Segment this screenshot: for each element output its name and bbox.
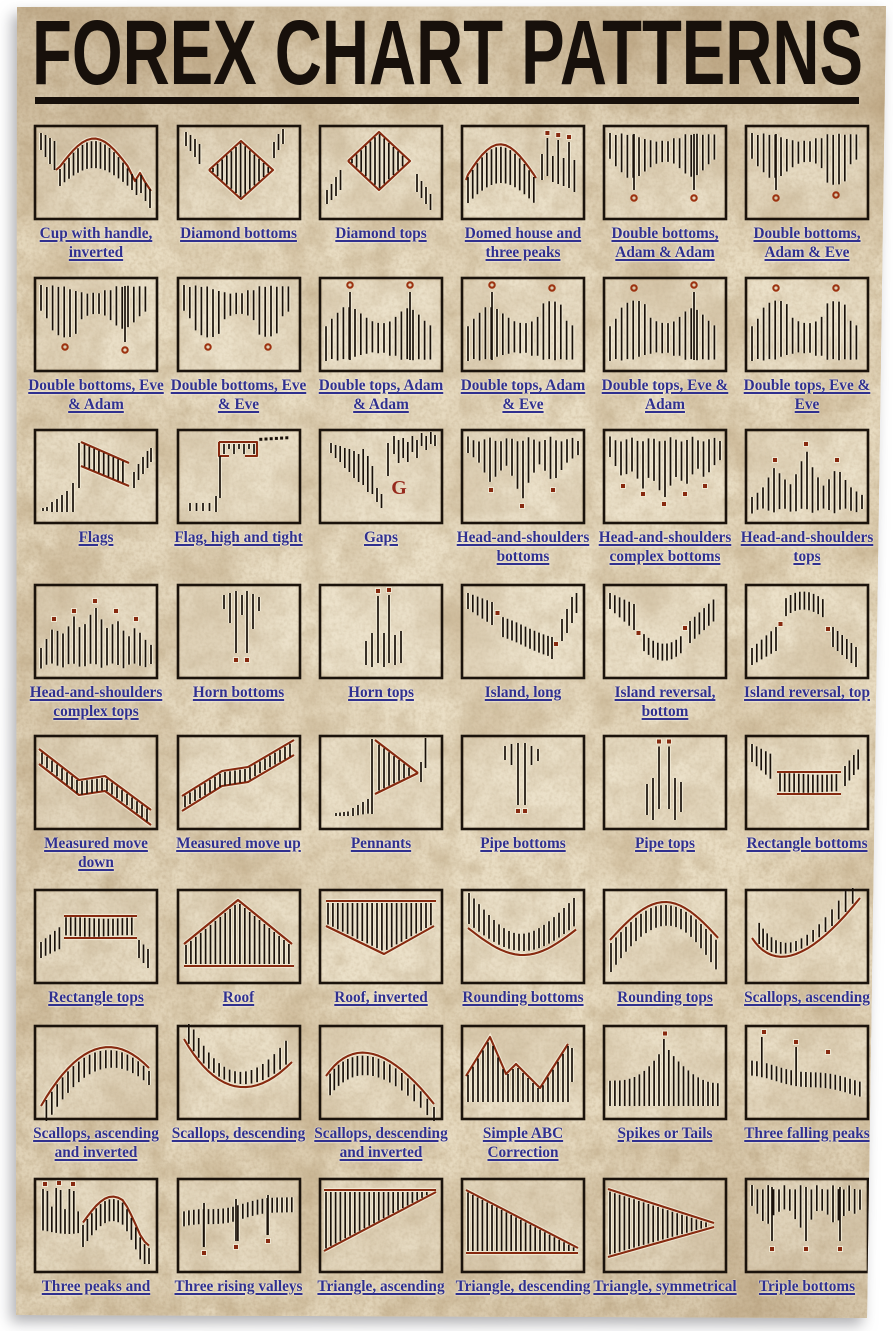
svg-text:FOREX CHART PATTERNS: FOREX CHART PATTERNS (32, 6, 863, 104)
svg-text:G: G (391, 477, 407, 499)
